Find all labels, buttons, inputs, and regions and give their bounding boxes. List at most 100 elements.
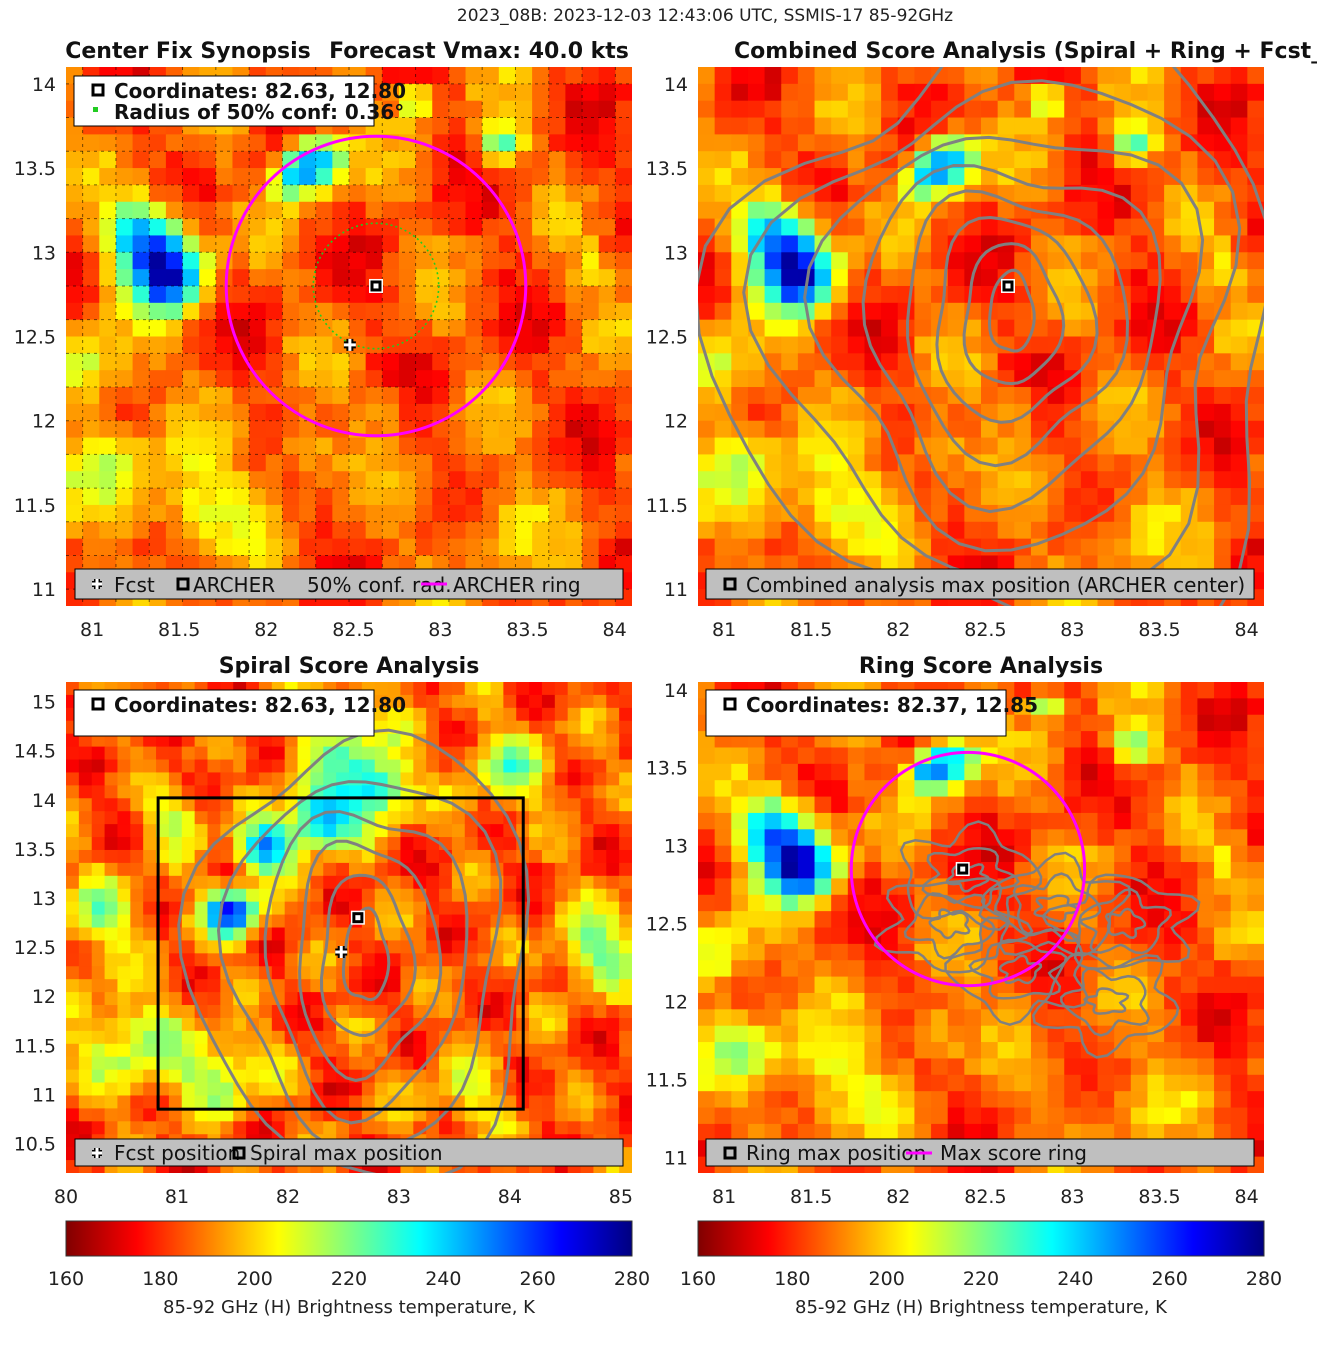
- heat-cell-964: [265, 538, 284, 557]
- spiral-contour: [177, 728, 531, 1173]
- heat-cell-479: [115, 302, 134, 321]
- heat-cell-577: [1247, 943, 1264, 961]
- heat-cell-452: [864, 285, 882, 304]
- heat-cell-297: [490, 759, 504, 774]
- heat-cell-708: [117, 888, 131, 903]
- heat-cell-888: [764, 1107, 782, 1125]
- heat-cell-1020: [168, 979, 183, 993]
- heat-cell-748: [698, 1042, 716, 1060]
- heat-cell-150: [299, 134, 317, 152]
- heat-cell-50: [964, 83, 982, 102]
- heat-cell-854: [132, 488, 150, 506]
- heat-cell-1040: [426, 979, 440, 993]
- heat-cell-567: [448, 336, 467, 354]
- heat-cell-742: [532, 420, 550, 439]
- heat-cell-97: [548, 100, 567, 119]
- heat-cell-394: [606, 785, 620, 799]
- heat-cell-403: [1180, 252, 1199, 270]
- heat-cell-796: [117, 914, 131, 929]
- heat-cell-804: [1064, 1058, 1082, 1076]
- heat-cell-670: [194, 875, 209, 890]
- heat-cell-352: [265, 235, 284, 253]
- heat-cell-209: [781, 780, 799, 798]
- heat-cell-64: [1197, 83, 1215, 102]
- heat-cell-997: [439, 966, 453, 980]
- heat-cell-530: [398, 319, 417, 338]
- heat-cell-812: [1197, 1058, 1215, 1076]
- heat-cell-168: [529, 720, 543, 735]
- heat-cell-30: [451, 682, 466, 696]
- heat-cell-878: [1164, 1091, 1182, 1109]
- heat-cell-779: [1214, 437, 1232, 455]
- heat-cell-717: [233, 888, 247, 903]
- heat-cell-838: [1064, 1074, 1082, 1092]
- heat-cell-647: [714, 992, 732, 1010]
- heat-cell-555: [413, 837, 427, 851]
- heat-cell-609: [582, 353, 600, 371]
- heat-cell-849: [1247, 471, 1264, 489]
- heat-cell-914: [565, 504, 583, 523]
- heat-cell-440: [598, 269, 616, 287]
- heat-cell-468: [426, 811, 440, 825]
- heat-cell-795: [914, 1058, 932, 1076]
- heat-cell-519: [847, 319, 866, 338]
- heat-cell-1295: [310, 1056, 324, 1071]
- heat-cell-1255: [361, 1043, 376, 1058]
- heat-cell-429: [1047, 269, 1065, 287]
- heat-cell-244: [797, 796, 816, 814]
- heat-cell-861: [881, 488, 899, 506]
- heat-cell-20: [1030, 682, 1049, 699]
- heat-cell-220: [964, 168, 982, 186]
- heat-cell-296: [477, 759, 492, 774]
- heat-cell-870: [398, 488, 417, 506]
- heat-cell-251: [914, 796, 932, 814]
- heat-cell-867: [349, 488, 367, 506]
- heat-cell-652: [797, 992, 816, 1010]
- heat-cell-408: [220, 798, 234, 812]
- heat-cell-382: [199, 252, 217, 270]
- heat-cell-1119: [310, 1005, 324, 1019]
- heat-cell-206: [99, 168, 117, 186]
- heat-cell-1275: [619, 1043, 632, 1058]
- heat-cell-1518: [349, 1121, 363, 1135]
- heat-cell-399: [1114, 252, 1132, 270]
- heat-cell-695: [947, 403, 965, 422]
- heat-cell-956: [132, 538, 150, 557]
- y-tick-label: 12: [32, 411, 56, 433]
- heat-cell-718: [764, 420, 782, 439]
- heat-cell-650: [764, 387, 782, 405]
- heat-cell-334: [1164, 218, 1182, 237]
- heat-cell-1076: [323, 992, 337, 1006]
- heat-cell-88: [398, 100, 417, 119]
- heat-cell-346: [554, 772, 569, 786]
- heat-cell-731: [981, 420, 999, 439]
- legend: Combined analysis max position (ARCHER c…: [705, 568, 1255, 600]
- heat-cell-363: [207, 785, 221, 799]
- heat-cell-113: [387, 707, 402, 722]
- heat-cell-762: [931, 437, 949, 455]
- heat-cell-646: [66, 387, 84, 405]
- heat-cell-825: [215, 471, 234, 489]
- heat-cell-884: [698, 1107, 716, 1125]
- heat-cell-649: [747, 387, 766, 405]
- heat-cell-781: [615, 437, 632, 455]
- heat-cell-1386: [349, 1082, 363, 1097]
- heat-cell-533: [130, 837, 144, 851]
- heat-cell-909: [1114, 1107, 1132, 1125]
- heat-cell-787: [781, 454, 799, 472]
- heat-cell-940: [271, 953, 286, 967]
- heat-cell-767: [382, 437, 400, 455]
- heat-cell-194: [297, 733, 312, 748]
- heat-cell-178: [91, 733, 106, 748]
- heat-cell-747: [619, 888, 632, 903]
- heat-cell-926: [831, 521, 849, 540]
- heat-cell-92: [1097, 100, 1115, 119]
- heat-cell-1014: [91, 979, 106, 993]
- heat-cell-304: [580, 759, 595, 774]
- heat-cell-1274: [606, 1043, 620, 1058]
- heat-cell-348: [831, 235, 849, 253]
- heat-cell-91: [1080, 100, 1099, 119]
- heat-cell-928: [864, 1123, 882, 1141]
- heat-cell-848: [220, 927, 234, 942]
- heat-cell-427: [464, 798, 479, 812]
